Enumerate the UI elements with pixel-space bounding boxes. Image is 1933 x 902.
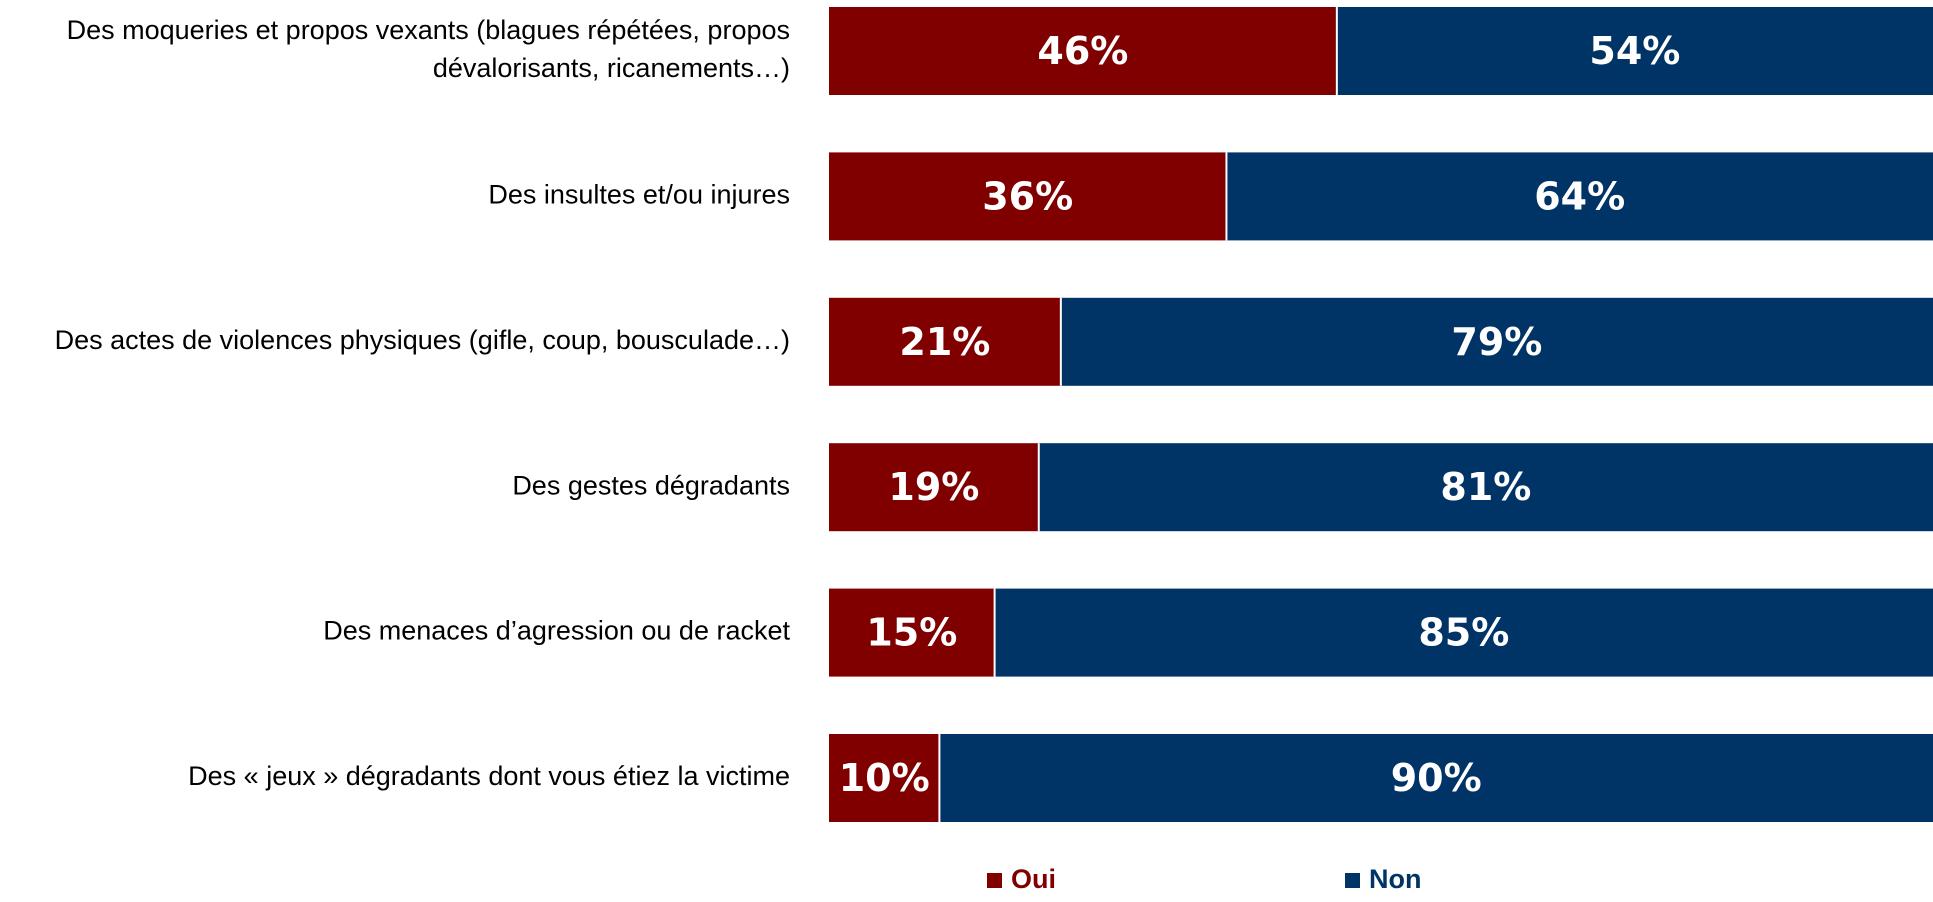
data-label: 79% bbox=[1451, 320, 1542, 364]
category-label: Des insultes et/ou injures bbox=[488, 180, 790, 210]
bars-group: 46% 54% 36% 64% 21% 79% 19% 81% 15% 85% 10% 90% bbox=[829, 7, 1933, 822]
data-label: 15% bbox=[866, 611, 957, 655]
bar-segment-oui bbox=[829, 297, 1061, 386]
legend-swatch-non bbox=[1345, 873, 1360, 888]
data-label: 21% bbox=[899, 320, 990, 364]
bar-segment-non bbox=[1226, 152, 1933, 241]
bar-segment-oui bbox=[829, 734, 940, 822]
data-label: 54% bbox=[1589, 29, 1680, 73]
legend-label-non: Non bbox=[1369, 864, 1421, 894]
category-label-line: Des gestes dégradants bbox=[512, 470, 790, 500]
category-label: Des « jeux » dégradants dont vous étiez … bbox=[188, 761, 790, 791]
category-label-line: Des actes de violences physiques (gifle,… bbox=[55, 325, 790, 355]
data-label: 81% bbox=[1440, 465, 1531, 509]
bar-segment-oui bbox=[829, 7, 1337, 95]
category-label: Des actes de violences physiques (gifle,… bbox=[55, 325, 790, 355]
data-label: 10% bbox=[839, 756, 930, 800]
bar-segment-oui bbox=[829, 152, 1227, 241]
category-label-line: Des moqueries et propos vexants (blagues… bbox=[67, 15, 790, 45]
category-label-line: Des menaces d’agression ou de racket bbox=[323, 616, 790, 646]
data-label: 19% bbox=[888, 465, 979, 509]
bar-segment-oui bbox=[829, 443, 1039, 532]
bar-segment-non bbox=[994, 588, 1933, 677]
legend-label-oui: Oui bbox=[1011, 864, 1056, 894]
data-label: 85% bbox=[1418, 611, 1509, 655]
data-label: 90% bbox=[1391, 756, 1482, 800]
category-label: Des moqueries et propos vexants (blagues… bbox=[67, 15, 790, 83]
category-label: Des gestes dégradants bbox=[512, 470, 790, 500]
bar-segment-non bbox=[1038, 443, 1933, 532]
data-label: 36% bbox=[982, 174, 1073, 218]
bar-segment-oui bbox=[829, 588, 995, 677]
data-label: 46% bbox=[1037, 29, 1128, 73]
bar-segment-non bbox=[939, 734, 1933, 822]
category-label-line: Des insultes et/ou injures bbox=[488, 180, 790, 210]
legend-swatch-oui bbox=[987, 873, 1002, 888]
legend: Oui Non bbox=[987, 864, 1421, 894]
category-label: Des menaces d’agression ou de racket bbox=[323, 616, 790, 646]
bar-segment-non bbox=[1060, 297, 1933, 386]
category-labels-group: Des moqueries et propos vexants (blagues… bbox=[55, 15, 791, 791]
data-label: 64% bbox=[1534, 174, 1625, 218]
bar-segment-non bbox=[1336, 7, 1933, 95]
category-label-line: dévalorisants, ricanements…) bbox=[433, 53, 790, 83]
category-label-line: Des « jeux » dégradants dont vous étiez … bbox=[188, 761, 790, 791]
